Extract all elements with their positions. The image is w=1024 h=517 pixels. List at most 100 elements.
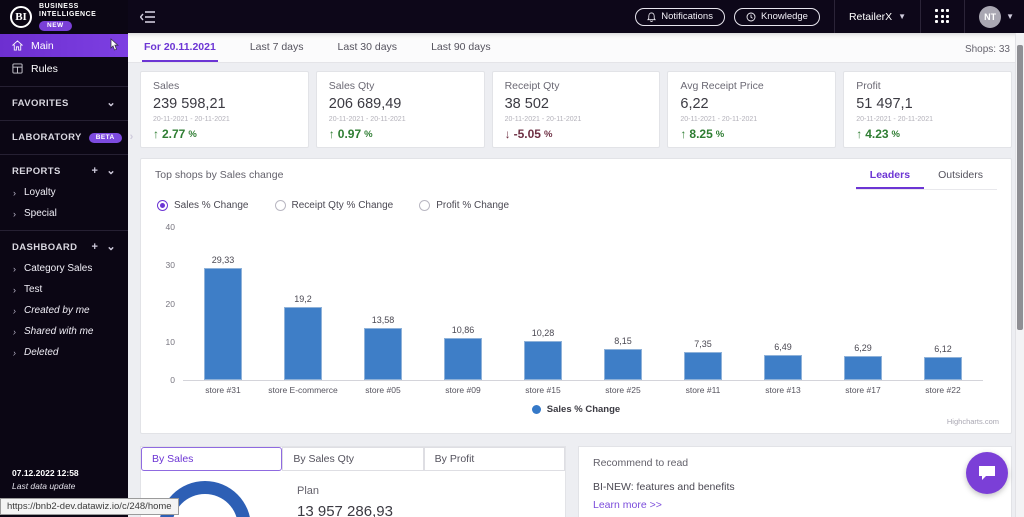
kpi-period: 20-11-2021 - 20-11-2021 [680, 116, 823, 123]
chevron-down-icon[interactable]: ⌄ [106, 166, 116, 177]
sidebar-item-loyalty[interactable]: ›Loyalty [0, 182, 128, 203]
kpi-change: ↑8.25% [680, 127, 823, 141]
plus-icon[interactable]: + [92, 242, 99, 253]
sidebar-item-test[interactable]: ›Test [0, 279, 128, 300]
mouse-cursor-icon [106, 38, 120, 54]
bar-column: 29,33 [183, 227, 263, 380]
tab-for-date[interactable]: For 20.11.2021 [142, 35, 218, 62]
child-label: Category Sales [24, 263, 92, 274]
bar-store-31[interactable] [204, 268, 242, 380]
tab-last-90-days[interactable]: Last 90 days [429, 35, 493, 62]
tab-by-sales-qty[interactable]: By Sales Qty [282, 447, 423, 471]
chat-button[interactable] [966, 452, 1008, 494]
kpi-title: Receipt Qty [505, 80, 648, 92]
radio-icon [157, 200, 168, 211]
child-label: Created by me [24, 305, 90, 316]
kpi-card-receipt-qty[interactable]: Receipt Qty 38 502 20-11-2021 - 20-11-20… [492, 71, 661, 148]
user-menu[interactable]: NT ▼ [979, 6, 1014, 28]
sidebar-item-special[interactable]: ›Special [0, 203, 128, 224]
plus-icon[interactable]: + [92, 166, 99, 177]
recommend-item[interactable]: BI-NEW: features and benefits [593, 481, 997, 493]
tab-last-7-days[interactable]: Last 7 days [248, 35, 306, 62]
tab-last-30-days[interactable]: Last 30 days [336, 35, 400, 62]
chevron-right-icon: › [13, 264, 16, 274]
chart-legend[interactable]: Sales % Change [141, 404, 1011, 415]
help-circle-icon [746, 12, 756, 22]
bar-series: 29,3319,213,5810,8610,288,157,356,496,29… [183, 227, 983, 380]
kpi-card-profit[interactable]: Profit 51 497,1 20-11-2021 - 20-11-2021 … [843, 71, 1012, 148]
bar-column: 13,58 [343, 227, 423, 380]
bar-store-e-commerce[interactable] [284, 307, 322, 380]
chevron-down-icon[interactable]: ⌄ [106, 242, 116, 253]
bar-store-11[interactable] [684, 352, 722, 380]
tab-by-sales[interactable]: By Sales [141, 447, 282, 471]
sidebar-item-deleted[interactable]: ›Deleted [0, 342, 128, 363]
highcharts-credit[interactable]: Highcharts.com [947, 417, 999, 426]
chevron-right-icon: › [13, 209, 16, 219]
chevron-right-icon: › [13, 306, 16, 316]
bar-store-25[interactable] [604, 349, 642, 380]
bar-chart-plot: 010203040 29,3319,213,5810,8610,288,157,… [183, 227, 983, 381]
bar-store-15[interactable] [524, 341, 562, 380]
bar-column: 6,49 [743, 227, 823, 380]
chart-title: Top shops by Sales change [155, 169, 283, 181]
sidebar-item-category-sales[interactable]: › Category Sales [0, 258, 128, 279]
radio-sales-change[interactable]: Sales % Change [157, 200, 249, 211]
sidebar-section-reports[interactable]: REPORTS + ⌄ [0, 161, 128, 182]
kpi-card-sales[interactable]: Sales 239 598,21 20-11-2021 - 20-11-2021… [140, 71, 309, 148]
sidebar: BI BUSINESS INTELLIGENCE NEW Main Rules … [0, 0, 128, 517]
bar-value-label: 13,58 [372, 315, 395, 325]
tab-leaders[interactable]: Leaders [856, 169, 924, 189]
learn-more-link[interactable]: Learn more >> [593, 499, 662, 511]
leaders-outsiders-tabs: Leaders Outsiders [856, 169, 997, 190]
bottom-row: By Sales By Sales Qty By Profit Complete… [128, 434, 1024, 517]
x-category-label: store #15 [503, 385, 583, 395]
y-tick: 10 [166, 337, 175, 347]
bar-store-09[interactable] [444, 338, 482, 380]
bar-store-22[interactable] [924, 357, 962, 380]
sidebar-section-laboratory[interactable]: LABORATORY BETA › [0, 127, 128, 148]
radio-receipt-qty-change[interactable]: Receipt Qty % Change [275, 200, 394, 211]
bar-store-05[interactable] [364, 328, 402, 380]
scrollbar-thumb[interactable] [1017, 45, 1023, 330]
sidebar-section-favorites[interactable]: FAVORITES ⌄ [0, 93, 128, 114]
x-category-label: store #25 [583, 385, 663, 395]
kpi-title: Sales Qty [329, 80, 472, 92]
last-update-note: Last data update [12, 481, 79, 491]
account-switcher[interactable]: RetailerX ▼ [849, 11, 906, 23]
chevron-right-icon[interactable]: › [130, 132, 134, 143]
chevron-down-icon[interactable]: ⌄ [106, 98, 116, 109]
tab-by-profit[interactable]: By Profit [424, 447, 565, 471]
kpi-row: Sales 239 598,21 20-11-2021 - 20-11-2021… [128, 63, 1024, 148]
kpi-period: 20-11-2021 - 20-11-2021 [153, 116, 296, 123]
shops-count: Shops: 33 [965, 44, 1010, 62]
collapse-sidebar-icon[interactable] [140, 10, 156, 24]
sidebar-item-main[interactable]: Main [0, 34, 128, 57]
scrollbar[interactable] [1015, 33, 1024, 517]
y-tick: 0 [170, 375, 175, 385]
sidebar-section-dashboard[interactable]: DASHBOARD + ⌄ [0, 237, 128, 258]
kpi-card-sales-qty[interactable]: Sales Qty 206 689,49 20-11-2021 - 20-11-… [316, 71, 485, 148]
kpi-period: 20-11-2021 - 20-11-2021 [505, 116, 648, 123]
kpi-period: 20-11-2021 - 20-11-2021 [856, 116, 999, 123]
kpi-card-avg-receipt-price[interactable]: Avg Receipt Price 6,22 20-11-2021 - 20-1… [667, 71, 836, 148]
bar-column: 8,15 [583, 227, 663, 380]
tab-outsiders[interactable]: Outsiders [924, 169, 997, 189]
brand-line2: INTELLIGENCE [39, 11, 96, 18]
bar-store-13[interactable] [764, 355, 802, 380]
sidebar-item-created-by-me[interactable]: › Created by me [0, 300, 128, 321]
sidebar-item-rules[interactable]: Rules [0, 57, 128, 80]
divider [0, 230, 128, 231]
radio-profit-change[interactable]: Profit % Change [419, 200, 509, 211]
child-label: Test [24, 284, 42, 295]
arrow-up-icon: ↑ [680, 127, 686, 141]
brand-logo[interactable]: BI BUSINESS INTELLIGENCE NEW [0, 0, 128, 34]
bar-value-label: 10,28 [532, 328, 555, 338]
radio-label: Profit % Change [436, 200, 509, 211]
notifications-button[interactable]: Notifications [635, 8, 725, 26]
section-label: DASHBOARD [12, 242, 77, 253]
knowledge-button[interactable]: Knowledge [734, 8, 820, 26]
apps-grid-icon[interactable] [935, 9, 950, 24]
bar-store-17[interactable] [844, 356, 882, 380]
sidebar-item-shared-with-me[interactable]: ›Shared with me [0, 321, 128, 342]
